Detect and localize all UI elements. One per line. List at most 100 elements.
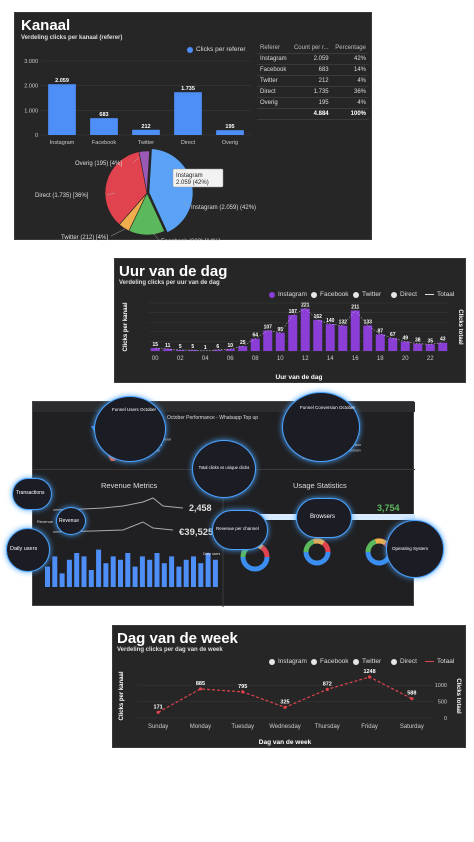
- revenue-bubble: [56, 507, 86, 535]
- daily-users-bar: [132, 566, 138, 587]
- uur-title: Uur van de dag: [119, 263, 228, 280]
- legend-swatch: [391, 291, 397, 298]
- x-tick-label: 22: [427, 356, 434, 362]
- legend-swatch: [425, 660, 434, 663]
- legend-item-direct[interactable]: Direct: [391, 658, 417, 665]
- legend-item-instagram[interactable]: Instagram: [269, 658, 307, 665]
- x-tick-label: Overig: [222, 140, 238, 146]
- legend-label: Instagram: [278, 658, 307, 665]
- x-tick-label: Monday: [190, 724, 211, 730]
- week-line-chart: 0 500 1000 171 Sunday 885 Monday 795 Tuesday 325 W…: [119, 669, 461, 746]
- y-tick-label-right: 0: [444, 716, 447, 722]
- daily-users-bar: [45, 566, 50, 587]
- point-value-label: 588: [407, 691, 416, 697]
- week-legend: Instagram Facebook Twitter Direct Totaal: [269, 658, 465, 667]
- x-axis-label: Uur van de dag: [276, 374, 323, 381]
- bar-value-label: 5: [179, 344, 182, 350]
- daily-users-bar: [110, 556, 116, 587]
- bar-value-label: 140: [326, 318, 335, 324]
- hour-bar: [238, 346, 248, 351]
- uur-legend: Instagram Facebook Twitter Direct Totaal: [269, 291, 465, 300]
- legend-item-facebook[interactable]: Facebook: [311, 658, 349, 665]
- uur-panel: Uur van de dag Verdeling clicks per uur …: [114, 258, 466, 383]
- funnel-users-bubble: [94, 396, 166, 462]
- legend-swatch: [353, 291, 359, 298]
- x-tick-label: Facebook: [92, 140, 116, 146]
- legend-item-instagram[interactable]: Instagram: [269, 291, 307, 298]
- week-title: Dag van de week: [117, 630, 238, 647]
- point-value-label: 325: [280, 699, 289, 705]
- table-cell: 36%: [331, 86, 369, 98]
- hour-bar: [438, 342, 448, 351]
- usage-statistics-title: Usage Statistics: [293, 481, 347, 490]
- legend-item-facebook[interactable]: Facebook: [311, 291, 349, 298]
- hour-bar: [363, 325, 373, 351]
- daily-users-bar: [81, 556, 87, 587]
- table-cell: 1.735: [290, 86, 332, 98]
- x-tick-label: Wednesday: [269, 724, 301, 730]
- legend-item-totaal[interactable]: Totaal: [425, 291, 454, 298]
- table-row: Direct 1.735 36%: [257, 86, 369, 98]
- bar-value-label: 683: [99, 112, 108, 118]
- table-cell: Instagram: [257, 53, 291, 65]
- x-tick-label: 08: [252, 356, 259, 362]
- line-point: [367, 675, 372, 679]
- os-bubble: [386, 520, 444, 578]
- table-header[interactable]: Referer: [257, 43, 291, 54]
- totaal-line: [155, 308, 443, 352]
- table-header[interactable]: Count per r...: [290, 43, 332, 54]
- pie-label: Twitter (212) [4%]: [61, 235, 108, 241]
- pie-leader-line: [152, 232, 160, 241]
- y-axis-label: Clicks per kanaal: [119, 671, 125, 720]
- legend-item-direct[interactable]: Direct: [391, 291, 417, 298]
- table-cell: 14%: [331, 64, 369, 76]
- kanaal-legend[interactable]: Clicks per referer: [187, 46, 245, 53]
- table-cell: 42%: [331, 53, 369, 65]
- legend-item-twitter[interactable]: Twitter: [353, 291, 381, 298]
- bar-value-label: 6: [216, 344, 219, 350]
- x-tick-label: 20: [402, 356, 409, 362]
- legend-label: Facebook: [320, 291, 349, 298]
- table-cell: 683: [290, 64, 332, 76]
- funnel-users-title: Funnel Users October: [112, 407, 157, 412]
- bar-value-label: 211: [351, 304, 359, 310]
- users-value: 3,754: [377, 503, 400, 513]
- bar-value-label: 2.059: [55, 78, 69, 84]
- hour-bar: [188, 350, 198, 351]
- os-donut: [374, 538, 387, 546]
- hour-bar: [325, 324, 335, 351]
- hour-bar: [413, 343, 423, 351]
- legend-item-twitter[interactable]: Twitter: [353, 658, 381, 665]
- bar-facebook: [90, 118, 118, 135]
- legend-swatch: [311, 291, 317, 298]
- daily-users-bar: [183, 559, 189, 587]
- y-axis-label-right: Clicks totaal: [455, 678, 461, 714]
- daily-users-bar: [66, 559, 72, 587]
- hour-bar: [275, 332, 285, 351]
- hour-bar: [288, 315, 298, 351]
- browsers-donut: [312, 538, 325, 546]
- daily-users-bar: [88, 570, 94, 587]
- table-row: Instagram 2.059 42%: [257, 53, 369, 65]
- legend-label: Totaal: [437, 658, 455, 665]
- table-row: Twitter 212 4%: [257, 75, 369, 87]
- revenue-sparkline: [52, 521, 174, 533]
- pie-label: Instagram (2.059) (42%): [191, 205, 256, 211]
- line-point: [241, 690, 245, 694]
- y-tick-label: 3.000: [24, 59, 38, 65]
- legend-label: Direct: [400, 291, 417, 298]
- legend-label: Totaal: [437, 291, 455, 298]
- daily-users-bar: [118, 559, 123, 587]
- legend-item-totaal[interactable]: Totaal: [425, 658, 454, 665]
- x-tick-label: 04: [202, 356, 209, 362]
- daily-users-bar: [191, 556, 196, 587]
- bar-value-label: 67: [390, 332, 396, 338]
- x-tick-label: Saturday: [400, 724, 424, 730]
- revenue-small-label: Revenue: [37, 519, 54, 524]
- legend-label: Clicks per referer: [196, 46, 246, 53]
- table-header[interactable]: Percentage: [331, 43, 369, 54]
- legend-label: Facebook: [320, 658, 349, 665]
- x-tick-label: 14: [327, 356, 334, 362]
- hour-bar: [175, 350, 185, 351]
- browsers-donut: [303, 539, 315, 553]
